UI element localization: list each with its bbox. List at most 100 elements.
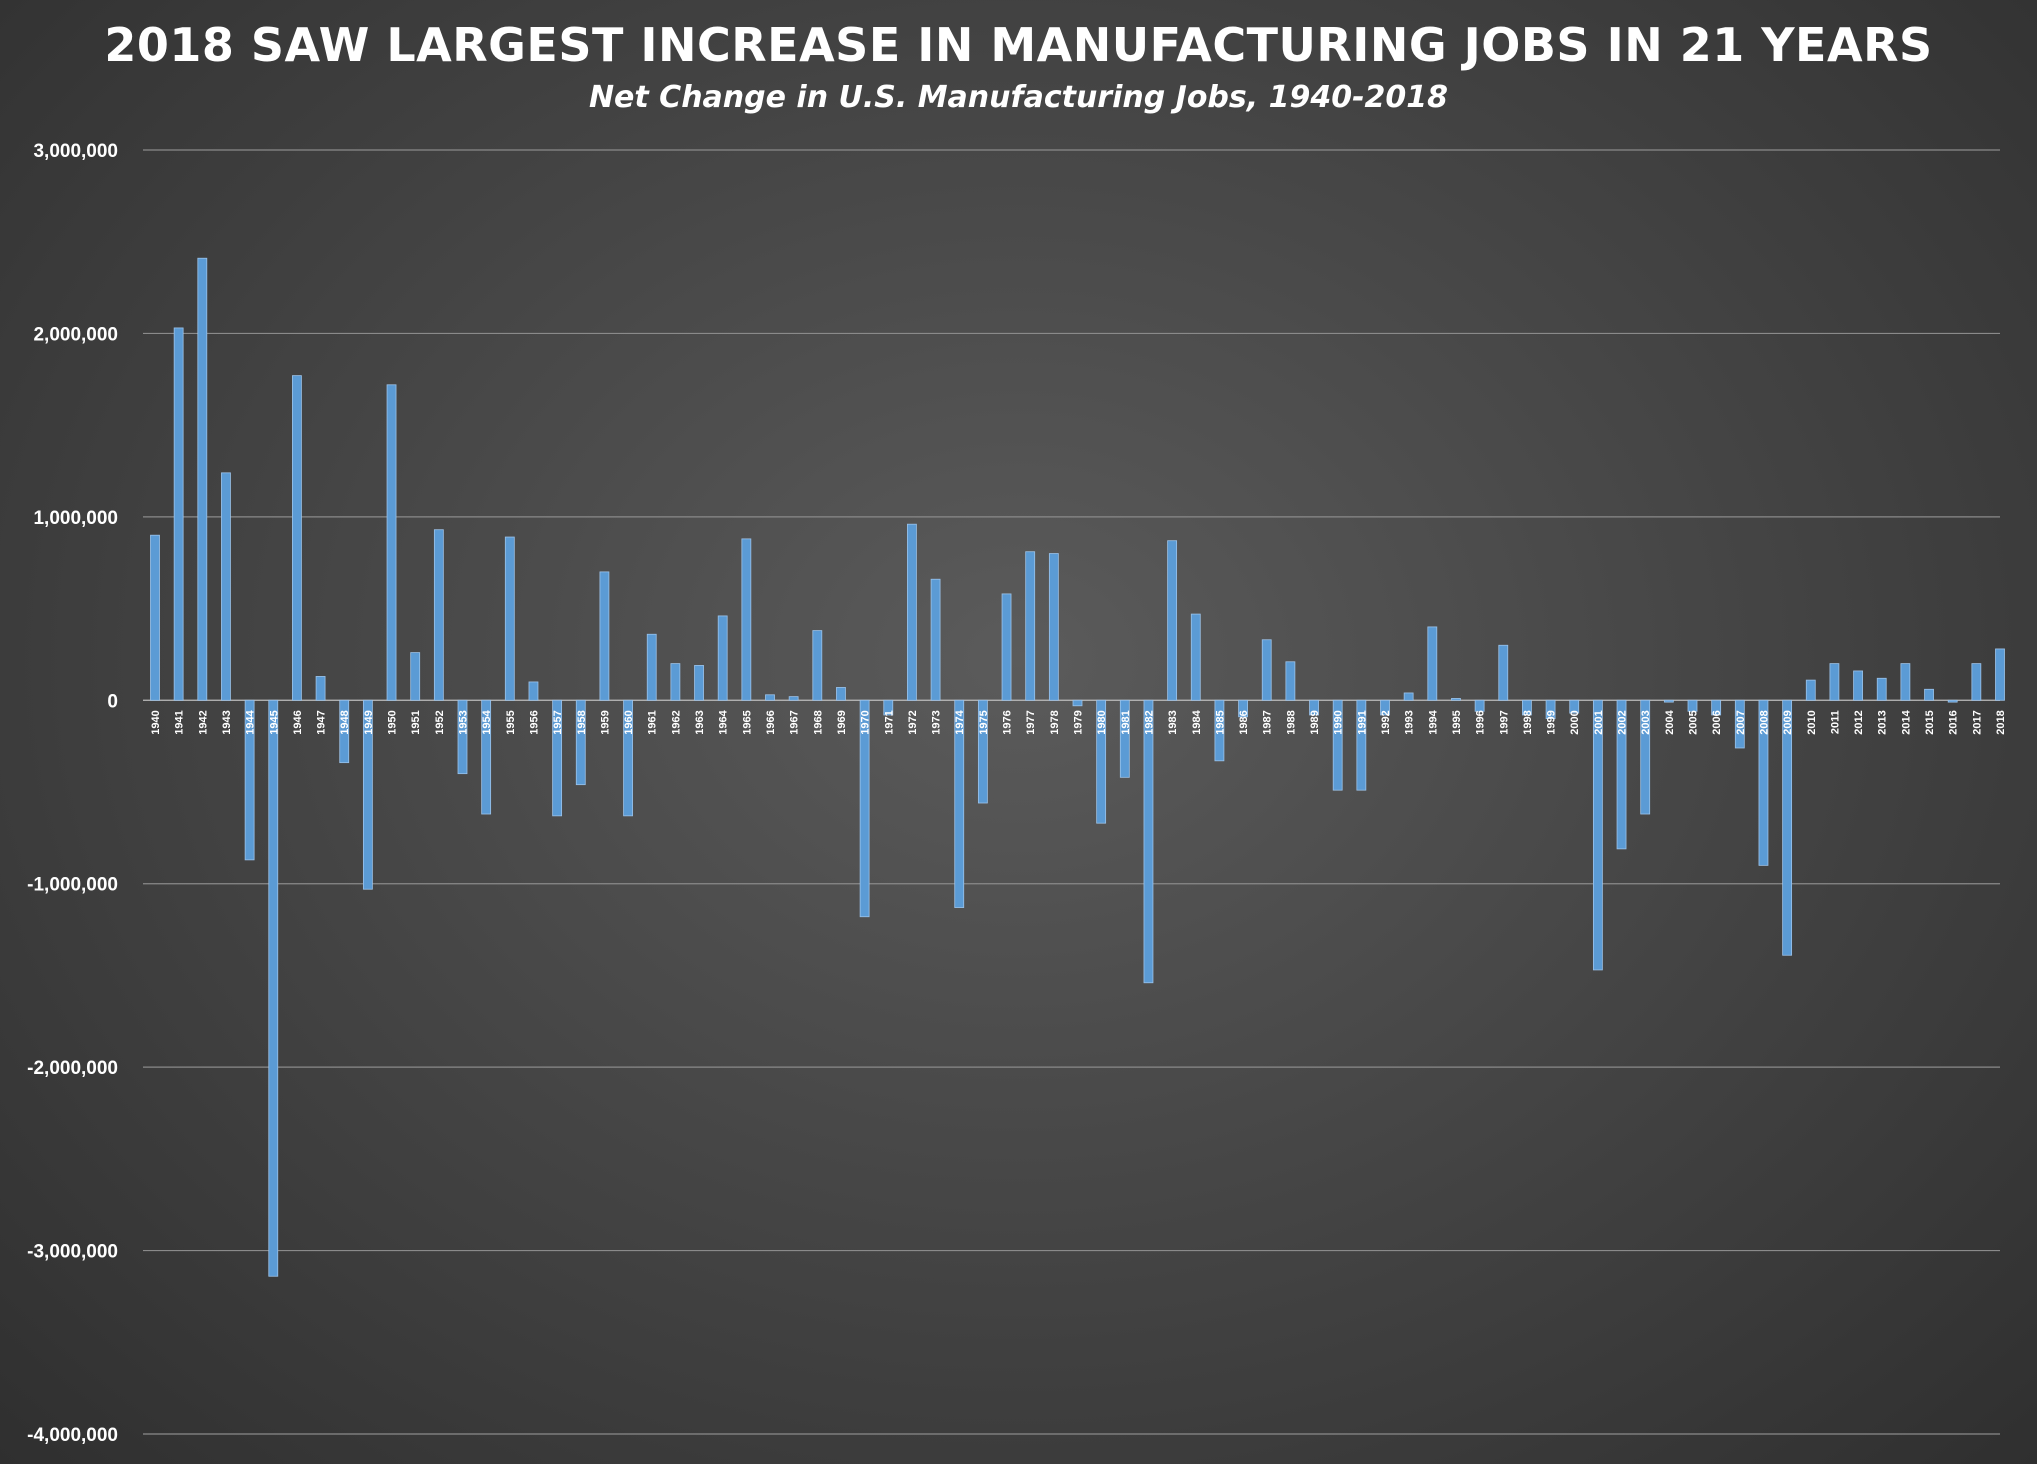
bar-1957 [552,699,563,817]
x-tick-label: 1993 [1404,710,1416,734]
x-tick-label: 1965 [741,710,753,734]
x-tick-label: 1987 [1262,710,1274,734]
bar-1993 [1403,692,1414,701]
x-tick-label: 1976 [1002,710,1014,734]
bar-2006 [1711,699,1722,716]
bar-1988 [1285,661,1296,701]
bar-1997 [1498,644,1509,701]
bar-1956 [528,681,539,701]
bar-1959 [599,571,610,701]
bar-2003 [1640,699,1651,815]
bar-1989 [1309,699,1319,716]
bar-1984 [1190,613,1201,701]
x-tick-label: 1950 [387,710,399,734]
x-tick-label: 2006 [1711,710,1723,734]
bar-1962 [670,663,681,701]
x-tick-label: 1977 [1025,710,1037,734]
x-tick-label: 1996 [1475,710,1487,734]
bar-1961 [646,633,657,701]
x-tick-label: 1964 [718,709,730,734]
x-tick-label: 1974 [954,709,966,734]
gridlines [143,149,2000,1435]
y-tick-label: -4,000,000 [27,1425,118,1446]
x-tick-label: 1951 [410,710,422,734]
bar-1954 [481,699,492,815]
x-tick-label: 1991 [1356,710,1368,734]
bar-1966 [765,694,775,701]
bar-2016 [1947,699,1958,703]
bar-1970 [859,699,870,918]
x-tick-label: 2015 [1924,710,1936,734]
bar-1978 [1048,553,1059,701]
x-tick-label: 1942 [197,710,209,734]
bar-1982 [1143,699,1154,984]
y-axis: 3,000,000 2,000,000 1,000,000 0 -1,000,000 -2… [27,141,118,1446]
x-tick-label: 1995 [1451,710,1463,734]
bar-1999 [1545,699,1556,720]
x-tick-label: 2010 [1806,710,1818,734]
x-tick-label: 2008 [1758,710,1770,734]
x-tick-label: 1971 [883,710,895,734]
bar-1949 [362,699,373,890]
bar-1976 [1001,593,1012,701]
x-tick-label: 1956 [528,710,540,734]
x-tick-label: 1999 [1546,710,1558,734]
bar-1975 [977,699,988,804]
bar-1971 [883,699,894,716]
bar-1994 [1427,626,1438,701]
bar-1942 [197,257,208,701]
x-tick-label: 1958 [576,710,588,734]
bar-2001 [1592,699,1603,971]
x-tick-label: 1946 [292,710,304,734]
x-tick-label: 1941 [174,710,186,734]
x-tick-label: 1994 [1427,709,1439,734]
x-tick-label: 1967 [789,710,801,734]
bar-1965 [741,538,752,701]
y-tick-label: -1,000,000 [27,875,118,896]
bar-1963 [694,665,704,701]
x-tick-label: 1969 [836,710,848,734]
bar-1973 [930,578,941,701]
bar-1941 [173,327,184,701]
x-tick-label: 1982 [1143,710,1155,734]
x-tick-label: 2018 [1995,710,2007,734]
x-tick-label: 1955 [505,710,517,734]
y-tick-label: -3,000,000 [27,1242,118,1263]
x-tick-label: 1968 [812,710,824,734]
x-tick-label: 1984 [1191,709,1203,734]
bar-1948 [339,699,350,764]
bar-1940 [150,534,160,701]
x-tick-label: 1985 [1214,710,1226,734]
bar-1944 [244,699,255,861]
x-tick-label: 1970 [860,710,872,734]
bar-1998 [1522,699,1532,716]
x-tick-label: 1959 [599,710,611,734]
x-tick-label: 1983 [1167,710,1179,734]
bar-1980 [1096,699,1107,824]
bar-2008 [1758,699,1769,866]
x-tick-label: 1998 [1522,710,1534,734]
x-tick-label: 1966 [765,710,777,734]
x-tick-label: 1940 [150,710,162,734]
x-tick-label: 2011 [1829,710,1841,734]
bars [150,257,2005,1277]
x-tick-label: 1949 [363,710,375,734]
y-tick-label: 0 [107,691,118,712]
x-tick-label: 1992 [1380,710,1392,734]
bar-1964 [717,615,728,701]
bar-1945 [268,699,279,1277]
bar-2015 [1924,688,1934,701]
x-tick-label: 1978 [1049,710,1061,734]
bar-2009 [1782,699,1793,956]
bar-1983 [1167,540,1178,701]
x-tick-label: 1954 [481,709,493,734]
chart-subtitle: Net Change in U.S. Manufacturing Jobs, 1… [588,80,1449,115]
x-tick-label: 1980 [1096,710,1108,734]
bar-1986 [1238,699,1248,718]
bar-2011 [1829,663,1840,701]
bar-1974 [954,699,965,908]
bar-2014 [1900,663,1911,701]
bar-2010 [1805,679,1816,701]
x-tick-label: 1986 [1238,710,1250,734]
bar-1950 [386,384,397,701]
